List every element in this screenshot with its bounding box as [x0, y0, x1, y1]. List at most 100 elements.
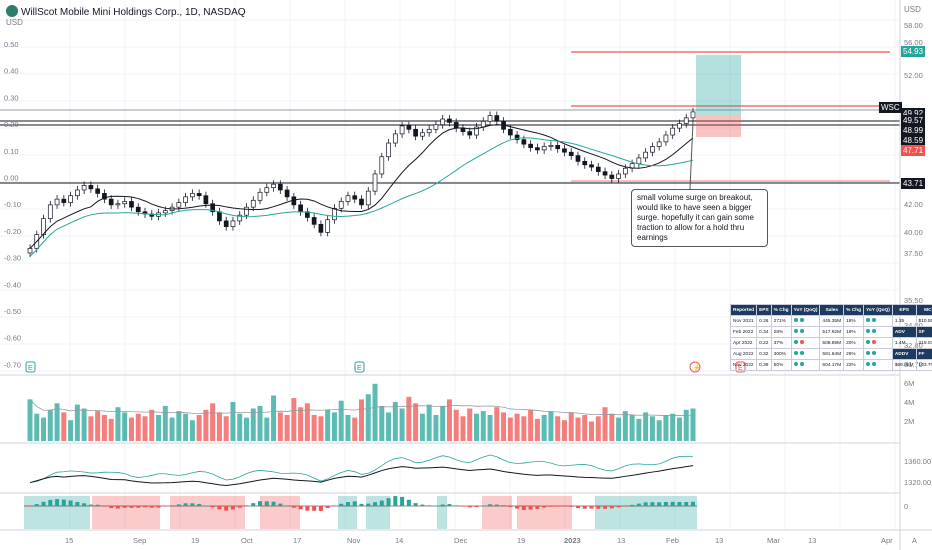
candle — [487, 115, 493, 122]
volume-bar — [345, 415, 351, 441]
annotation-callout[interactable]: small volume surge on breakout, would li… — [631, 189, 768, 247]
candle — [196, 193, 202, 197]
financials-cell: 0.32 — [756, 348, 772, 360]
candle — [595, 166, 601, 173]
candle — [325, 219, 331, 233]
financials-cell: Feb 2022 — [729, 326, 758, 338]
financials-cell: 37% — [770, 337, 792, 349]
financials-cell — [863, 326, 893, 338]
volume-bar — [528, 409, 534, 441]
volume-bar — [616, 417, 622, 441]
financials-cell: 271% — [770, 315, 792, 327]
candle — [535, 147, 540, 151]
oscillator-bar — [650, 502, 655, 506]
financials-cell: 300% — [770, 348, 792, 360]
candle — [474, 126, 479, 136]
volume-bar — [257, 405, 263, 441]
volume-bar — [372, 383, 378, 441]
financials-cell: 1.35 — [891, 315, 917, 327]
volume-bar — [81, 408, 87, 441]
left-axis-tick: 0.30 — [4, 93, 19, 102]
left-axis-tick: 0.20 — [4, 120, 19, 129]
earnings-icon[interactable]: E — [28, 365, 33, 372]
oscillator-bar — [515, 506, 520, 509]
financials-cell — [863, 315, 893, 327]
oscillator-bar — [440, 504, 445, 506]
earnings-icon[interactable]: E — [357, 365, 362, 372]
oscillator-bar — [623, 506, 628, 507]
oscillator-bar — [366, 503, 371, 506]
candle — [162, 210, 168, 214]
candle — [115, 203, 121, 206]
oscillator-bar — [352, 501, 357, 506]
volume-bar — [359, 399, 364, 441]
position-stop-zone[interactable] — [696, 115, 741, 137]
oscillator-bar — [481, 505, 486, 507]
volume-bar — [291, 398, 297, 441]
candle — [656, 141, 662, 147]
volume-bar — [467, 408, 473, 441]
volume-bar — [568, 412, 574, 441]
volume-bar — [670, 413, 676, 441]
volume-bar — [223, 416, 229, 441]
candle — [203, 195, 209, 205]
oscillator-bar — [691, 501, 695, 506]
oscillator-bar — [68, 500, 73, 506]
left-axis-tick: 0.10 — [4, 147, 19, 156]
volume-bars — [27, 383, 696, 441]
financials-cell: 517.92M — [819, 326, 845, 338]
earnings-icon[interactable] — [354, 361, 365, 373]
time-axis-tick: 14 — [395, 536, 403, 545]
volume-bar — [433, 415, 439, 441]
scale-toggle[interactable]: A — [912, 536, 917, 545]
financials-cell: 18% — [843, 315, 865, 327]
financials-cell: FF — [915, 348, 932, 360]
oscillator-bar — [129, 506, 134, 508]
time-axis-tick: Nov — [347, 536, 361, 545]
time-axis-tick: 13 — [808, 536, 816, 545]
candle — [690, 111, 696, 119]
volume-bar — [392, 402, 398, 441]
time-axis: 15 Sep 19 Oct 17 Nov 14 Dec 19 2023 13 Feb 13 Mar 13 Ap… — [65, 536, 917, 545]
currency-left: USD — [6, 18, 23, 27]
candle — [183, 196, 188, 203]
volume-bar — [216, 412, 222, 441]
earnings-icon[interactable] — [25, 361, 36, 373]
volume-bar — [41, 417, 47, 441]
oscillator-bar — [603, 506, 608, 509]
dividend-icon[interactable] — [689, 361, 701, 373]
candle — [190, 193, 195, 198]
left-axis-tick: 0.40 — [4, 67, 19, 76]
candle — [250, 199, 256, 208]
price-badge: 47.71 — [901, 145, 926, 156]
oscillator-bar — [501, 505, 506, 506]
volume-bar — [277, 412, 283, 441]
status-dot-icon — [866, 362, 871, 366]
oscillator-bar — [325, 506, 330, 509]
oscillator-bar — [143, 506, 148, 508]
left-axis-tick: -0.10 — [4, 200, 21, 209]
dividend-icon[interactable]: ⚡ — [693, 363, 702, 372]
horizontal-levels[interactable] — [0, 51, 900, 184]
financials-cell — [863, 337, 893, 349]
position-target-zone[interactable] — [696, 55, 741, 115]
oscillator-bar — [596, 506, 601, 509]
candle — [352, 195, 358, 200]
oscillator-bar — [224, 506, 229, 511]
financials-cell: 26% — [843, 348, 865, 360]
currency-right: USD — [904, 5, 921, 14]
oscillator-bar — [237, 506, 242, 508]
oscillator-bar — [616, 506, 621, 508]
candle — [27, 248, 33, 254]
left-axis-tick: -0.70 — [4, 360, 21, 369]
volume-bar — [298, 407, 304, 441]
symbol-title[interactable]: WillScot Mobile Mini Holdings Corp., 1D,… — [6, 5, 246, 18]
oscillator-bar — [55, 499, 60, 506]
candle — [480, 120, 486, 128]
oscillator-bar — [122, 506, 127, 508]
volume-bar — [487, 415, 493, 441]
oscillator-bar — [474, 506, 479, 508]
oscillator-bar — [447, 504, 452, 506]
volume-bar — [595, 416, 601, 441]
